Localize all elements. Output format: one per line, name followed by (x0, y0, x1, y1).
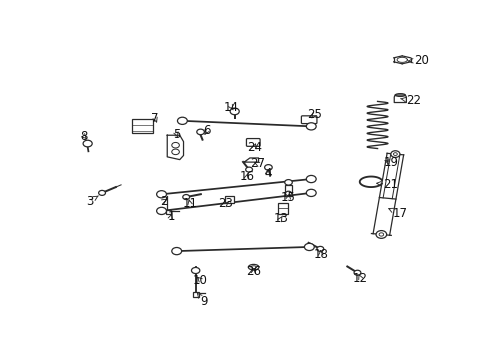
Text: 25: 25 (306, 108, 321, 121)
Text: 18: 18 (313, 248, 327, 261)
Circle shape (378, 233, 383, 236)
Text: 14: 14 (224, 101, 239, 114)
Ellipse shape (250, 266, 256, 269)
Text: 7: 7 (151, 112, 159, 125)
Circle shape (156, 207, 166, 215)
Text: 20: 20 (407, 54, 427, 67)
Circle shape (171, 143, 179, 148)
Circle shape (183, 194, 189, 199)
Circle shape (284, 180, 292, 185)
Circle shape (305, 123, 316, 130)
Text: 23: 23 (218, 198, 233, 211)
Text: 16: 16 (239, 170, 254, 183)
FancyBboxPatch shape (301, 116, 316, 123)
Circle shape (390, 151, 399, 157)
FancyBboxPatch shape (278, 203, 287, 214)
Circle shape (171, 149, 179, 155)
Text: 6: 6 (203, 124, 210, 137)
FancyBboxPatch shape (132, 120, 153, 133)
Text: 27: 27 (249, 157, 264, 170)
Text: 5: 5 (173, 128, 180, 141)
Circle shape (393, 153, 396, 156)
Circle shape (191, 267, 200, 274)
Circle shape (196, 129, 204, 135)
Circle shape (304, 243, 314, 251)
Text: 12: 12 (352, 272, 367, 285)
Ellipse shape (395, 94, 405, 96)
Text: 9: 9 (197, 293, 208, 308)
Text: 15: 15 (281, 192, 295, 204)
Text: 24: 24 (246, 141, 262, 154)
Circle shape (83, 140, 92, 147)
Circle shape (156, 191, 166, 198)
Circle shape (305, 175, 316, 183)
Text: 8: 8 (80, 130, 87, 143)
Circle shape (230, 108, 239, 115)
Text: 21: 21 (376, 178, 398, 191)
Circle shape (375, 231, 386, 238)
FancyBboxPatch shape (285, 185, 291, 195)
Circle shape (285, 191, 291, 195)
Circle shape (171, 247, 181, 255)
Circle shape (353, 270, 360, 275)
Text: 19: 19 (383, 156, 398, 169)
FancyBboxPatch shape (166, 210, 170, 214)
Text: 17: 17 (388, 207, 407, 220)
Circle shape (245, 167, 252, 172)
Text: 26: 26 (245, 265, 261, 278)
FancyBboxPatch shape (224, 197, 234, 203)
Circle shape (316, 246, 323, 251)
Text: 22: 22 (400, 94, 420, 107)
FancyBboxPatch shape (193, 292, 198, 297)
Text: 1: 1 (167, 210, 174, 223)
Text: 10: 10 (193, 274, 207, 287)
Text: 2: 2 (160, 195, 167, 208)
Text: 3: 3 (86, 195, 98, 208)
Circle shape (305, 189, 316, 197)
Circle shape (177, 117, 187, 125)
Text: 13: 13 (273, 212, 288, 225)
Circle shape (99, 190, 105, 195)
Circle shape (264, 165, 272, 170)
Ellipse shape (248, 264, 259, 270)
Text: 4: 4 (264, 167, 271, 180)
Text: 11: 11 (182, 198, 197, 211)
FancyBboxPatch shape (246, 139, 260, 146)
